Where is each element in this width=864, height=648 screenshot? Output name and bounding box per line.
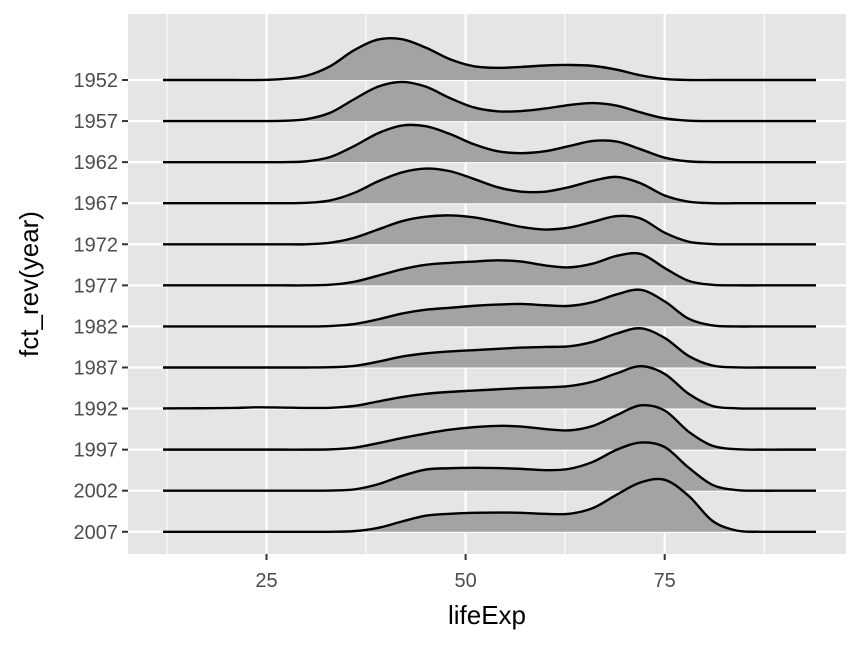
ridge-line-1997 bbox=[162, 403, 816, 451]
x-tick-label-50: 50 bbox=[454, 570, 476, 592]
ridge-fill-1972 bbox=[163, 215, 816, 245]
ridge-1997 bbox=[162, 403, 816, 451]
ridge-line-1962 bbox=[163, 123, 816, 164]
density-ridges bbox=[162, 36, 817, 534]
ridge-line-1967 bbox=[163, 167, 816, 205]
ridge-1992 bbox=[162, 365, 816, 410]
ridge-line-2007 bbox=[162, 477, 816, 534]
y-tick-label-1952: 1952 bbox=[74, 70, 119, 92]
ridge-fill-2007 bbox=[163, 478, 816, 532]
y-tick-label-1987: 1987 bbox=[74, 357, 119, 379]
ridge-1987 bbox=[163, 327, 816, 369]
ridge-fill-1967 bbox=[163, 168, 816, 204]
ridge-1962 bbox=[163, 123, 816, 164]
ridge-fill-1997 bbox=[163, 405, 816, 450]
x-tick-label-75: 75 bbox=[654, 570, 676, 592]
x-tick-label-25: 25 bbox=[255, 570, 277, 592]
y-axis-title: fct_rev(year) bbox=[14, 211, 44, 357]
ridge-fill-1982 bbox=[163, 289, 816, 327]
ridge-line-1982 bbox=[163, 288, 816, 328]
ridge-1982 bbox=[163, 288, 816, 328]
ridge-fill-1992 bbox=[163, 366, 816, 409]
y-tick-label-2007: 2007 bbox=[74, 522, 119, 544]
ridge-1967 bbox=[163, 167, 816, 205]
ridge-line-1957 bbox=[163, 80, 816, 123]
y-tick-label-1997: 1997 bbox=[74, 440, 119, 462]
ridge-1977 bbox=[163, 251, 816, 287]
y-tick-label-1967: 1967 bbox=[74, 193, 119, 215]
y-tick-label-1957: 1957 bbox=[74, 111, 119, 133]
x-axis: 25 50 75 bbox=[255, 554, 676, 592]
ridge-line-1952 bbox=[162, 36, 816, 82]
ridge-line-1987 bbox=[163, 327, 816, 369]
x-axis-title: lifeExp bbox=[448, 600, 526, 630]
ridge-line-1977 bbox=[163, 251, 816, 287]
ridge-line-1972 bbox=[163, 214, 817, 246]
y-tick-label-1992: 1992 bbox=[74, 399, 119, 421]
y-tick-label-2002: 2002 bbox=[74, 481, 119, 503]
y-tick-label-1977: 1977 bbox=[74, 275, 119, 297]
ridge-fill-1952 bbox=[163, 38, 816, 81]
ridge-1957 bbox=[163, 80, 816, 123]
ridge-2007 bbox=[162, 477, 816, 534]
ridge-line-1992 bbox=[162, 365, 816, 410]
y-tick-label-1982: 1982 bbox=[74, 316, 119, 338]
ridge-fill-1987 bbox=[163, 328, 816, 368]
ridge-fill-1962 bbox=[163, 124, 816, 163]
ridge-line-2002 bbox=[162, 441, 817, 492]
y-tick-label-1972: 1972 bbox=[74, 234, 119, 256]
ridge-1952 bbox=[162, 36, 816, 82]
y-axis: 1952 1957 1962 1967 1972 1977 1982 1987 1992 1997… bbox=[74, 70, 128, 544]
y-tick-label-1962: 1962 bbox=[74, 152, 119, 174]
ridge-fill-1957 bbox=[163, 81, 816, 122]
ridge-1972 bbox=[163, 214, 817, 246]
